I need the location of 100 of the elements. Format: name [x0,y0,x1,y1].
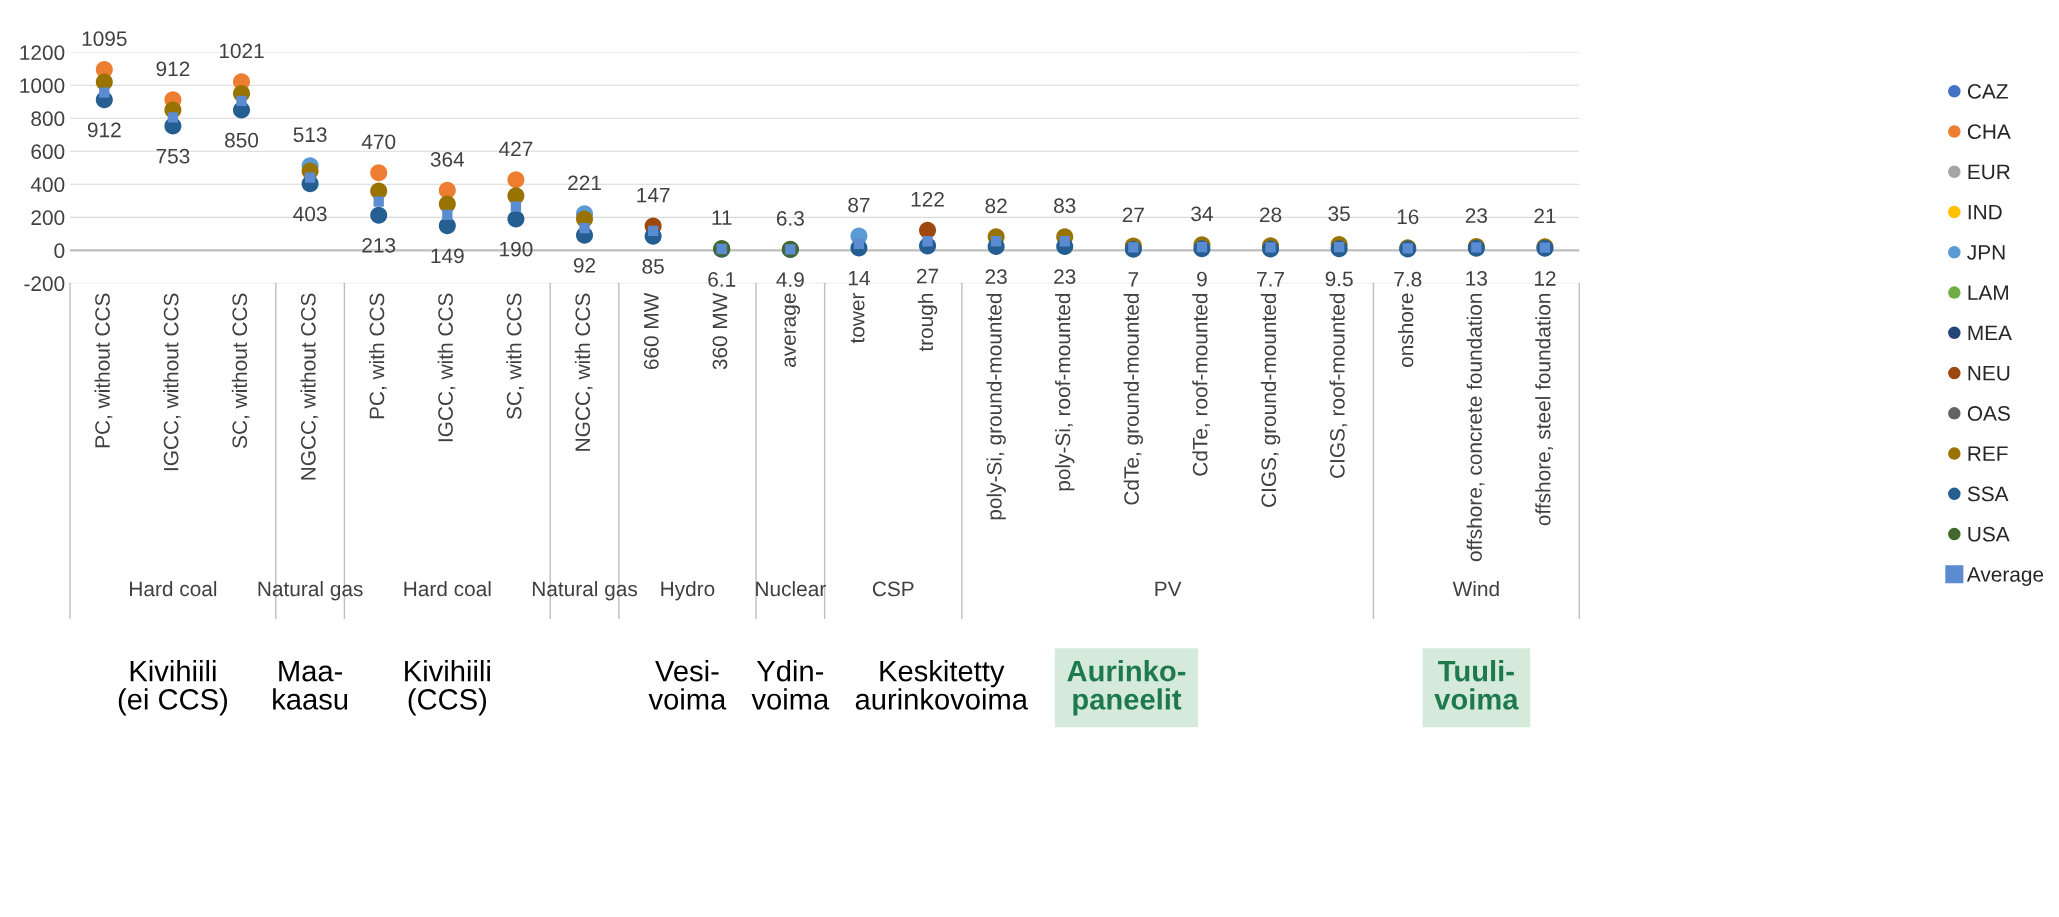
text: Wind [1452,580,1499,597]
legend-label: Average [1966,567,2044,586]
data-label: 7 [1128,272,1139,287]
x-tick-label: poly-Si, roof-mounted [1055,293,1075,491]
data-label: 82 [985,198,1007,214]
data-label: 6.1 [708,272,736,287]
data-label: 34 [1191,206,1213,222]
x-tick-label: trough [917,293,938,352]
data-label: 23 [985,269,1007,285]
data-label: 85 [642,259,664,274]
data-label: 213 [362,237,396,253]
x-tick-label: 360 MW [712,292,728,370]
legend-label: CHA [1967,124,2011,140]
y-tick-label: 600 [31,144,65,160]
point [510,201,522,212]
point [304,172,316,183]
data-label: 28 [1260,207,1282,223]
data-label: 6.3 [776,210,804,226]
data-label: 912 [87,122,121,138]
text: CSP [872,581,914,597]
data-label: 912 [156,61,190,77]
y-tick-label: 0 [54,243,65,259]
legend-label: CAZ [1967,84,2008,99]
x-tick-label: offshore, concrete foundation [1466,293,1485,562]
x-tick-label: IGCC, with CCS [437,293,456,442]
data-label: 9 [1197,271,1207,287]
y-tick-label: 800 [31,111,65,127]
data-label: 11 [712,210,732,225]
text: Kivihiili (CCS) [405,660,490,716]
legend-label: USA [1968,526,2010,542]
text: Hard coal [404,580,491,597]
data-label: 16 [1397,209,1419,225]
text: Aurinko- paneelit [1067,660,1186,716]
legend-label: MEA [1968,325,2012,341]
text: Natural gas [532,580,638,601]
data-label: 92 [573,257,596,273]
x-tick-label: IGCC, without CCS [163,293,181,471]
data-label: 147 [637,187,670,203]
x-tick-label: PC, without CCS [94,293,113,448]
data-label: 149 [431,248,464,264]
data-label: 83 [1054,198,1076,214]
point [373,196,384,207]
y-tick-label: 200 [31,210,65,226]
x-tick-label: SC, without CCS [231,293,250,448]
y-tick-label: 1000 [20,78,65,94]
data-label: 190 [500,241,533,257]
point [236,95,247,107]
point [442,209,453,220]
data-label: 23 [1465,208,1488,223]
data-label: 12 [1534,271,1556,286]
x-tick-label: CIGS, ground-mounted [1260,293,1281,507]
text: Tuuli- voima [1434,660,1519,710]
y-tick-label: 400 [30,177,65,193]
data-label: 23 [1054,269,1076,285]
data-label: 4.9 [776,272,804,288]
text: Keskitetty aurinkovoima [855,660,1028,710]
data-label: 35 [1328,206,1350,221]
text: Natural gas [258,580,363,601]
point [507,210,525,228]
x-tick-label: onshore [1398,293,1414,367]
x-tick-label: average [784,293,801,367]
data-label: 470 [361,134,396,150]
data-label: 87 [848,197,870,213]
data-label: 27 [917,268,939,284]
data-label: 7.8 [1394,271,1422,287]
legend-label: NEU [1968,366,2010,381]
x-tick-label: 660 MW [643,292,659,370]
data-label: 13 [1466,270,1488,286]
data-label: 9.5 [1325,271,1353,287]
text: Kivihiili (ei CCS) [118,660,227,716]
y-tick-label: 1200 [20,45,65,61]
x-tick-label: poly-Si, ground-mounted [986,293,1006,520]
data-label: 7.7 [1257,272,1284,287]
text: Vesi- voima [648,660,727,710]
data-label: 221 [568,175,601,191]
point [370,206,388,224]
text: Maa- kaasu [273,661,348,710]
legend-label: IND [1968,205,2002,220]
legend-label: SSA [1967,486,2009,502]
point [99,87,110,98]
legend-label: REF [1968,446,2008,461]
point [579,222,590,234]
x-tick-label: NGCC, without CCS [300,293,319,480]
point [438,181,456,199]
data-label: 27 [1122,207,1144,223]
point [370,164,388,182]
text: Ydin- voima [751,660,830,710]
text: Hard coal [130,580,217,597]
data-label: 364 [430,151,465,167]
x-tick-label: tower [850,292,865,344]
data-label: 122 [911,191,944,207]
data-label: 14 [848,271,870,286]
point [507,171,525,189]
data-label: 427 [499,141,533,157]
legend-label: LAM [1968,285,2008,300]
legend-label: JPN [1967,245,2005,260]
x-tick-label: NGCC, with CCS [574,293,593,451]
x-tick-label: CIGS, roof-mounted [1329,293,1348,478]
x-tick-label: CdTe, roof-mounted [1192,293,1210,476]
x-tick-label: SC, with CCS [506,293,524,419]
